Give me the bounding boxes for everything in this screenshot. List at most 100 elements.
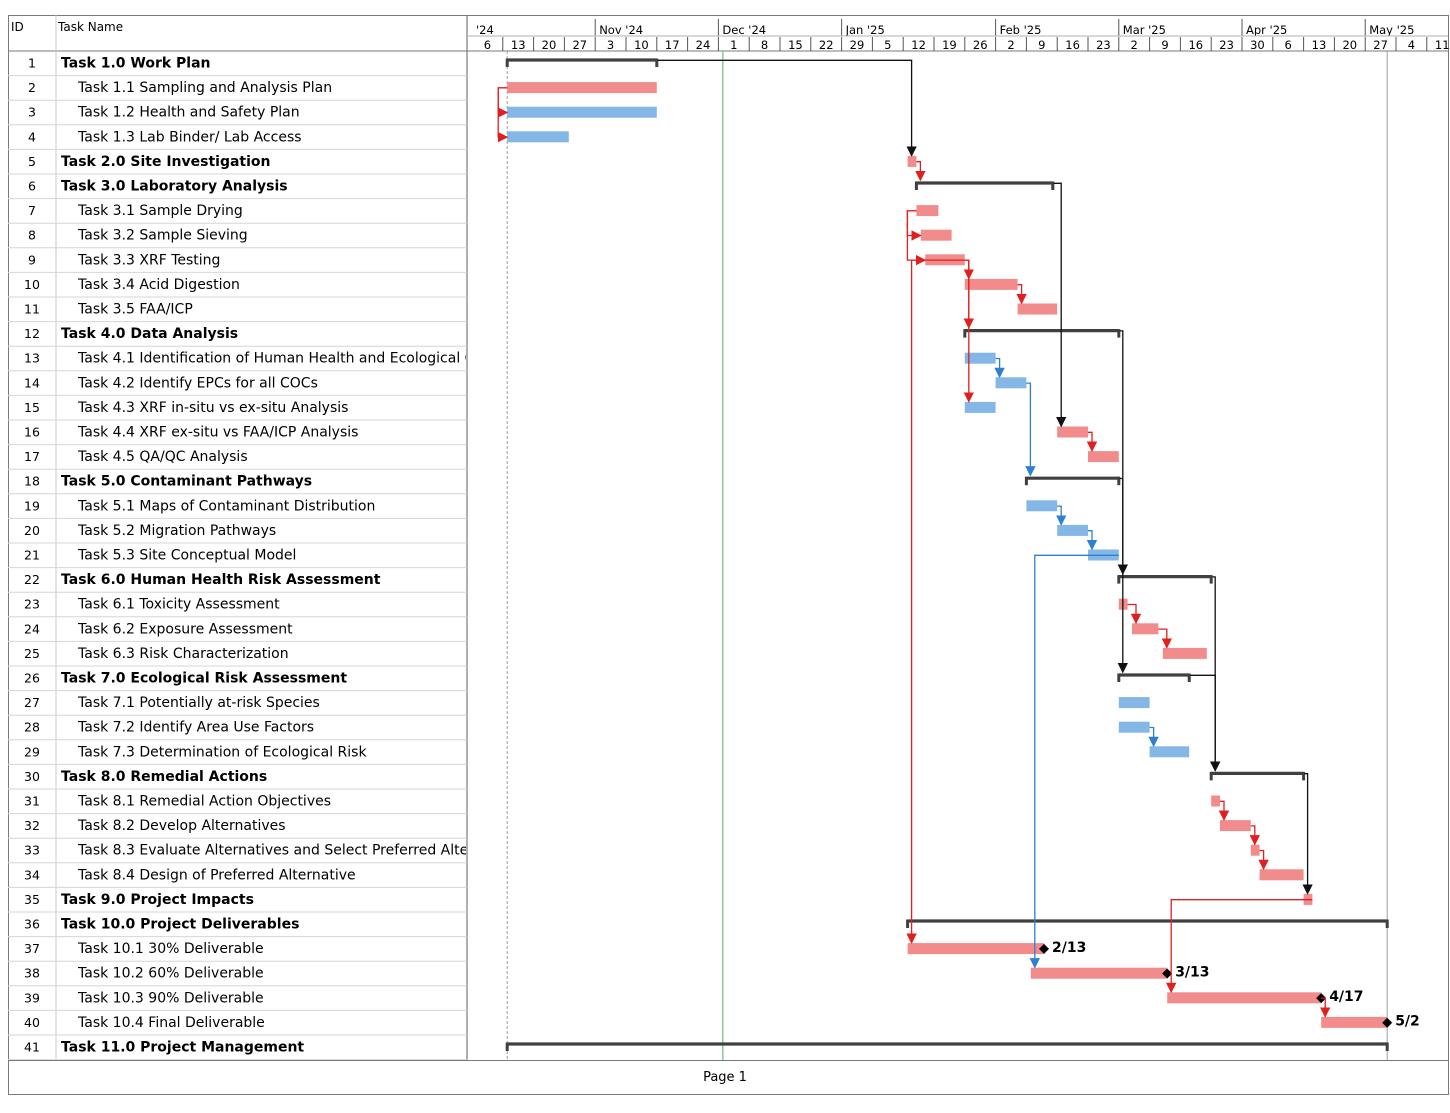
week-label: 23	[1219, 38, 1234, 52]
task-bar-5	[907, 155, 917, 167]
task-id-cell: 25	[24, 646, 40, 661]
task-bar-24	[1132, 623, 1159, 635]
link-6-to-16	[1053, 182, 1067, 428]
link-32-to-33	[1249, 825, 1260, 846]
link-5-to-6	[915, 161, 926, 182]
task-bar-34	[1259, 869, 1304, 881]
id-column-header: ID	[11, 20, 24, 34]
week-label: 15	[788, 38, 803, 52]
task-id-cell: 12	[24, 326, 40, 341]
task-bar-33	[1250, 844, 1260, 856]
task-name-cell: Task 5.0 Contaminant Pathways	[61, 474, 312, 490]
task-id-cell: 28	[24, 720, 40, 735]
task-bar-2	[507, 82, 657, 94]
link-10-to-11	[1016, 284, 1027, 305]
link-28-to-29	[1148, 726, 1159, 748]
milestone-label: 3/13	[1175, 965, 1209, 981]
timescale-header: '24 Nov '24 Dec '24 Jan '25 Feb '25 Mar '25 Ap…	[467, 19, 1450, 52]
link-33-to-34	[1258, 849, 1269, 871]
task-name-cell: Task 3.0 Laboratory Analysis	[61, 179, 288, 195]
task-name-cell: Task 7.1 Potentially at-risk Species	[77, 695, 320, 711]
week-label: 29	[850, 38, 865, 52]
month-label: Jan '25	[845, 23, 885, 37]
task-name-cell: Task 6.0 Human Health Risk Assessment	[61, 572, 381, 588]
milestone-diamond	[1039, 943, 1049, 954]
task-name-cell: Task 7.3 Determination of Ecological Ris…	[77, 744, 367, 760]
week-label: 16	[1065, 38, 1080, 52]
task-bar-31	[1211, 795, 1220, 807]
link-14-to-18	[1025, 382, 1036, 477]
task-name-cell: Task 3.5 FAA/ICP	[77, 302, 193, 318]
task-id-cell: 6	[28, 179, 36, 194]
link-13-to-14	[994, 357, 1005, 379]
task-id-cell: 34	[24, 867, 40, 882]
week-label: 27	[1373, 38, 1388, 52]
milestone-diamond	[1382, 1017, 1393, 1028]
link-2-to-3	[497, 87, 509, 118]
task-id-cell: 10	[24, 277, 40, 292]
task-id-cell: 4	[28, 129, 36, 144]
table-grid	[8, 15, 1448, 1060]
task-id-cell: 19	[24, 498, 40, 513]
task-id-cell: 32	[24, 818, 40, 833]
link-2-to-4	[497, 87, 509, 143]
dependency-links	[497, 59, 1331, 1018]
week-label: 1	[730, 38, 737, 52]
milestone-label: 5/2	[1395, 1014, 1420, 1030]
task-bar-20	[1057, 524, 1088, 536]
task-name-cell: Task 11.0 Project Management	[61, 1040, 304, 1056]
task-name-cell: Task 4.1 Identification of Human Health …	[77, 351, 495, 367]
task-name-cell: Task 4.0 Data Analysis	[61, 326, 238, 342]
task-bar-8	[920, 229, 952, 241]
week-label: 5	[884, 38, 891, 52]
task-id-cell: 18	[24, 474, 40, 489]
task-bar-17	[1088, 451, 1119, 463]
task-name-cell: Task 9.0 Project Impacts	[61, 892, 254, 908]
link-39-to-40	[1320, 997, 1331, 1018]
task-id-cell: 33	[24, 843, 40, 858]
task-name-cell: Task 6.3 Risk Characterization	[77, 646, 289, 662]
month-label: Feb '25	[1000, 23, 1042, 37]
task-name-cell: Task 7.2 Identify Area Use Factors	[77, 720, 314, 736]
task-name-cell: Task 10.1 30% Deliverable	[77, 941, 264, 957]
task-bar-39	[1167, 992, 1322, 1004]
footer-divider	[8, 1060, 1449, 1061]
task-bar-29	[1149, 746, 1190, 758]
task-id-cell: 7	[28, 203, 36, 218]
task-id-cell: 38	[24, 966, 40, 981]
task-name-cell: Task 7.0 Ecological Risk Assessment	[61, 671, 347, 687]
task-name-cell: Task 4.3 XRF in-situ vs ex-situ Analysis	[77, 400, 348, 416]
task-table: ID Task Name 1 Task 1.0 Work Plan 2 Task 1.1 …	[11, 20, 495, 1056]
task-name-cell: Task 3.1 Sample Drying	[77, 203, 243, 219]
month-label: Mar '25	[1123, 23, 1166, 37]
task-id-cell: 30	[24, 769, 40, 784]
task-id-cell: 31	[24, 794, 40, 809]
task-name-cell: Task 8.1 Remedial Action Objectives	[77, 794, 331, 810]
task-name-cell: Task 5.1 Maps of Contaminant Distributio…	[77, 498, 375, 514]
week-label: 12	[911, 38, 926, 52]
task-id-cell: 20	[24, 523, 40, 538]
week-label: 17	[665, 38, 680, 52]
task-bar-7	[916, 205, 939, 217]
task-name-cell: Task 1.3 Lab Binder/ Lab Access	[77, 129, 302, 145]
month-label: Apr '25	[1246, 23, 1287, 37]
week-label: 16	[1188, 38, 1203, 52]
task-bar-27	[1118, 697, 1150, 709]
link-21-to-38	[1029, 554, 1119, 969]
task-bar-32	[1220, 820, 1251, 832]
task-id-cell: 14	[24, 375, 40, 390]
task-name-cell: Task 2.0 Site Investigation	[61, 154, 271, 170]
link-9-to-15	[963, 259, 974, 403]
week-label: 13	[1312, 38, 1327, 52]
week-label: 11	[1435, 38, 1450, 52]
week-label: 23	[1096, 38, 1111, 52]
milestone-label: 2/13	[1052, 940, 1086, 956]
week-label: 2	[1007, 38, 1014, 52]
task-name-column-header: Task Name	[57, 20, 123, 34]
link-19-to-20	[1056, 505, 1067, 526]
task-name-cell: Task 5.3 Site Conceptual Model	[77, 548, 296, 564]
week-label: 4	[1408, 38, 1415, 52]
month-label: May '25	[1369, 23, 1414, 37]
task-id-cell: 39	[24, 990, 40, 1005]
week-label: 20	[1342, 38, 1357, 52]
